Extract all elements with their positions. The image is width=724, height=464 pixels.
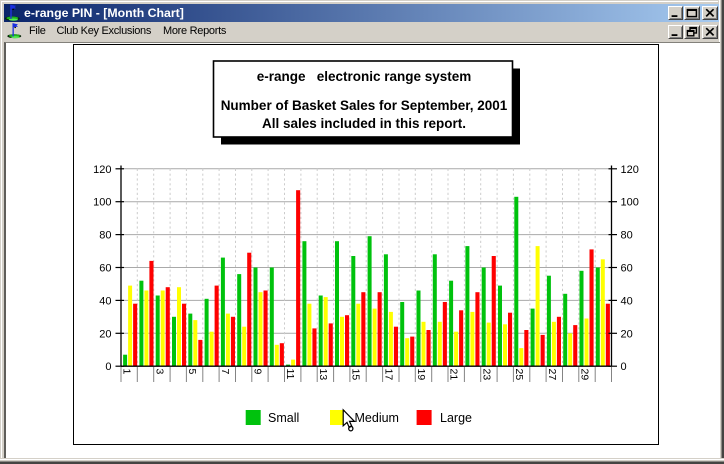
svg-text:80: 80 [621,230,633,242]
svg-text:120: 120 [621,164,639,176]
svg-text:60: 60 [621,263,633,275]
svg-text:100: 100 [93,197,111,209]
svg-text:120: 120 [93,164,111,176]
svg-text:19: 19 [415,369,427,381]
svg-text:7: 7 [219,369,231,375]
svg-text:15: 15 [350,369,362,381]
svg-text:9: 9 [252,369,264,375]
svg-text:29: 29 [579,369,591,381]
svg-text:25: 25 [513,369,525,381]
svg-text:All sales included in this rep: All sales included in this report. [262,116,466,131]
svg-text:e-range electronic range sys: e-range electronic range system [257,69,472,84]
svg-text:20: 20 [99,328,111,340]
svg-text:17: 17 [382,369,394,381]
svg-text:1: 1 [121,369,133,375]
svg-text:27: 27 [546,369,558,381]
svg-text:23: 23 [480,369,492,381]
svg-text:20: 20 [621,328,633,340]
svg-text:100: 100 [621,197,639,209]
svg-text:Medium: Medium [355,411,399,425]
svg-text:40: 40 [99,295,111,307]
svg-text:11: 11 [284,369,296,380]
svg-text:40: 40 [621,295,633,307]
svg-text:3: 3 [153,369,165,375]
svg-text:Small: Small [268,411,299,425]
svg-text:80: 80 [99,230,111,242]
svg-text:Large: Large [440,411,472,425]
svg-text:0: 0 [621,361,627,373]
svg-text:13: 13 [317,369,329,381]
svg-text:60: 60 [99,263,111,275]
svg-text:21: 21 [448,369,460,381]
svg-text:Number of Basket Sales for Sep: Number of Basket Sales for September, 20… [221,98,508,113]
svg-text:5: 5 [186,369,198,375]
svg-text:0: 0 [105,361,111,373]
